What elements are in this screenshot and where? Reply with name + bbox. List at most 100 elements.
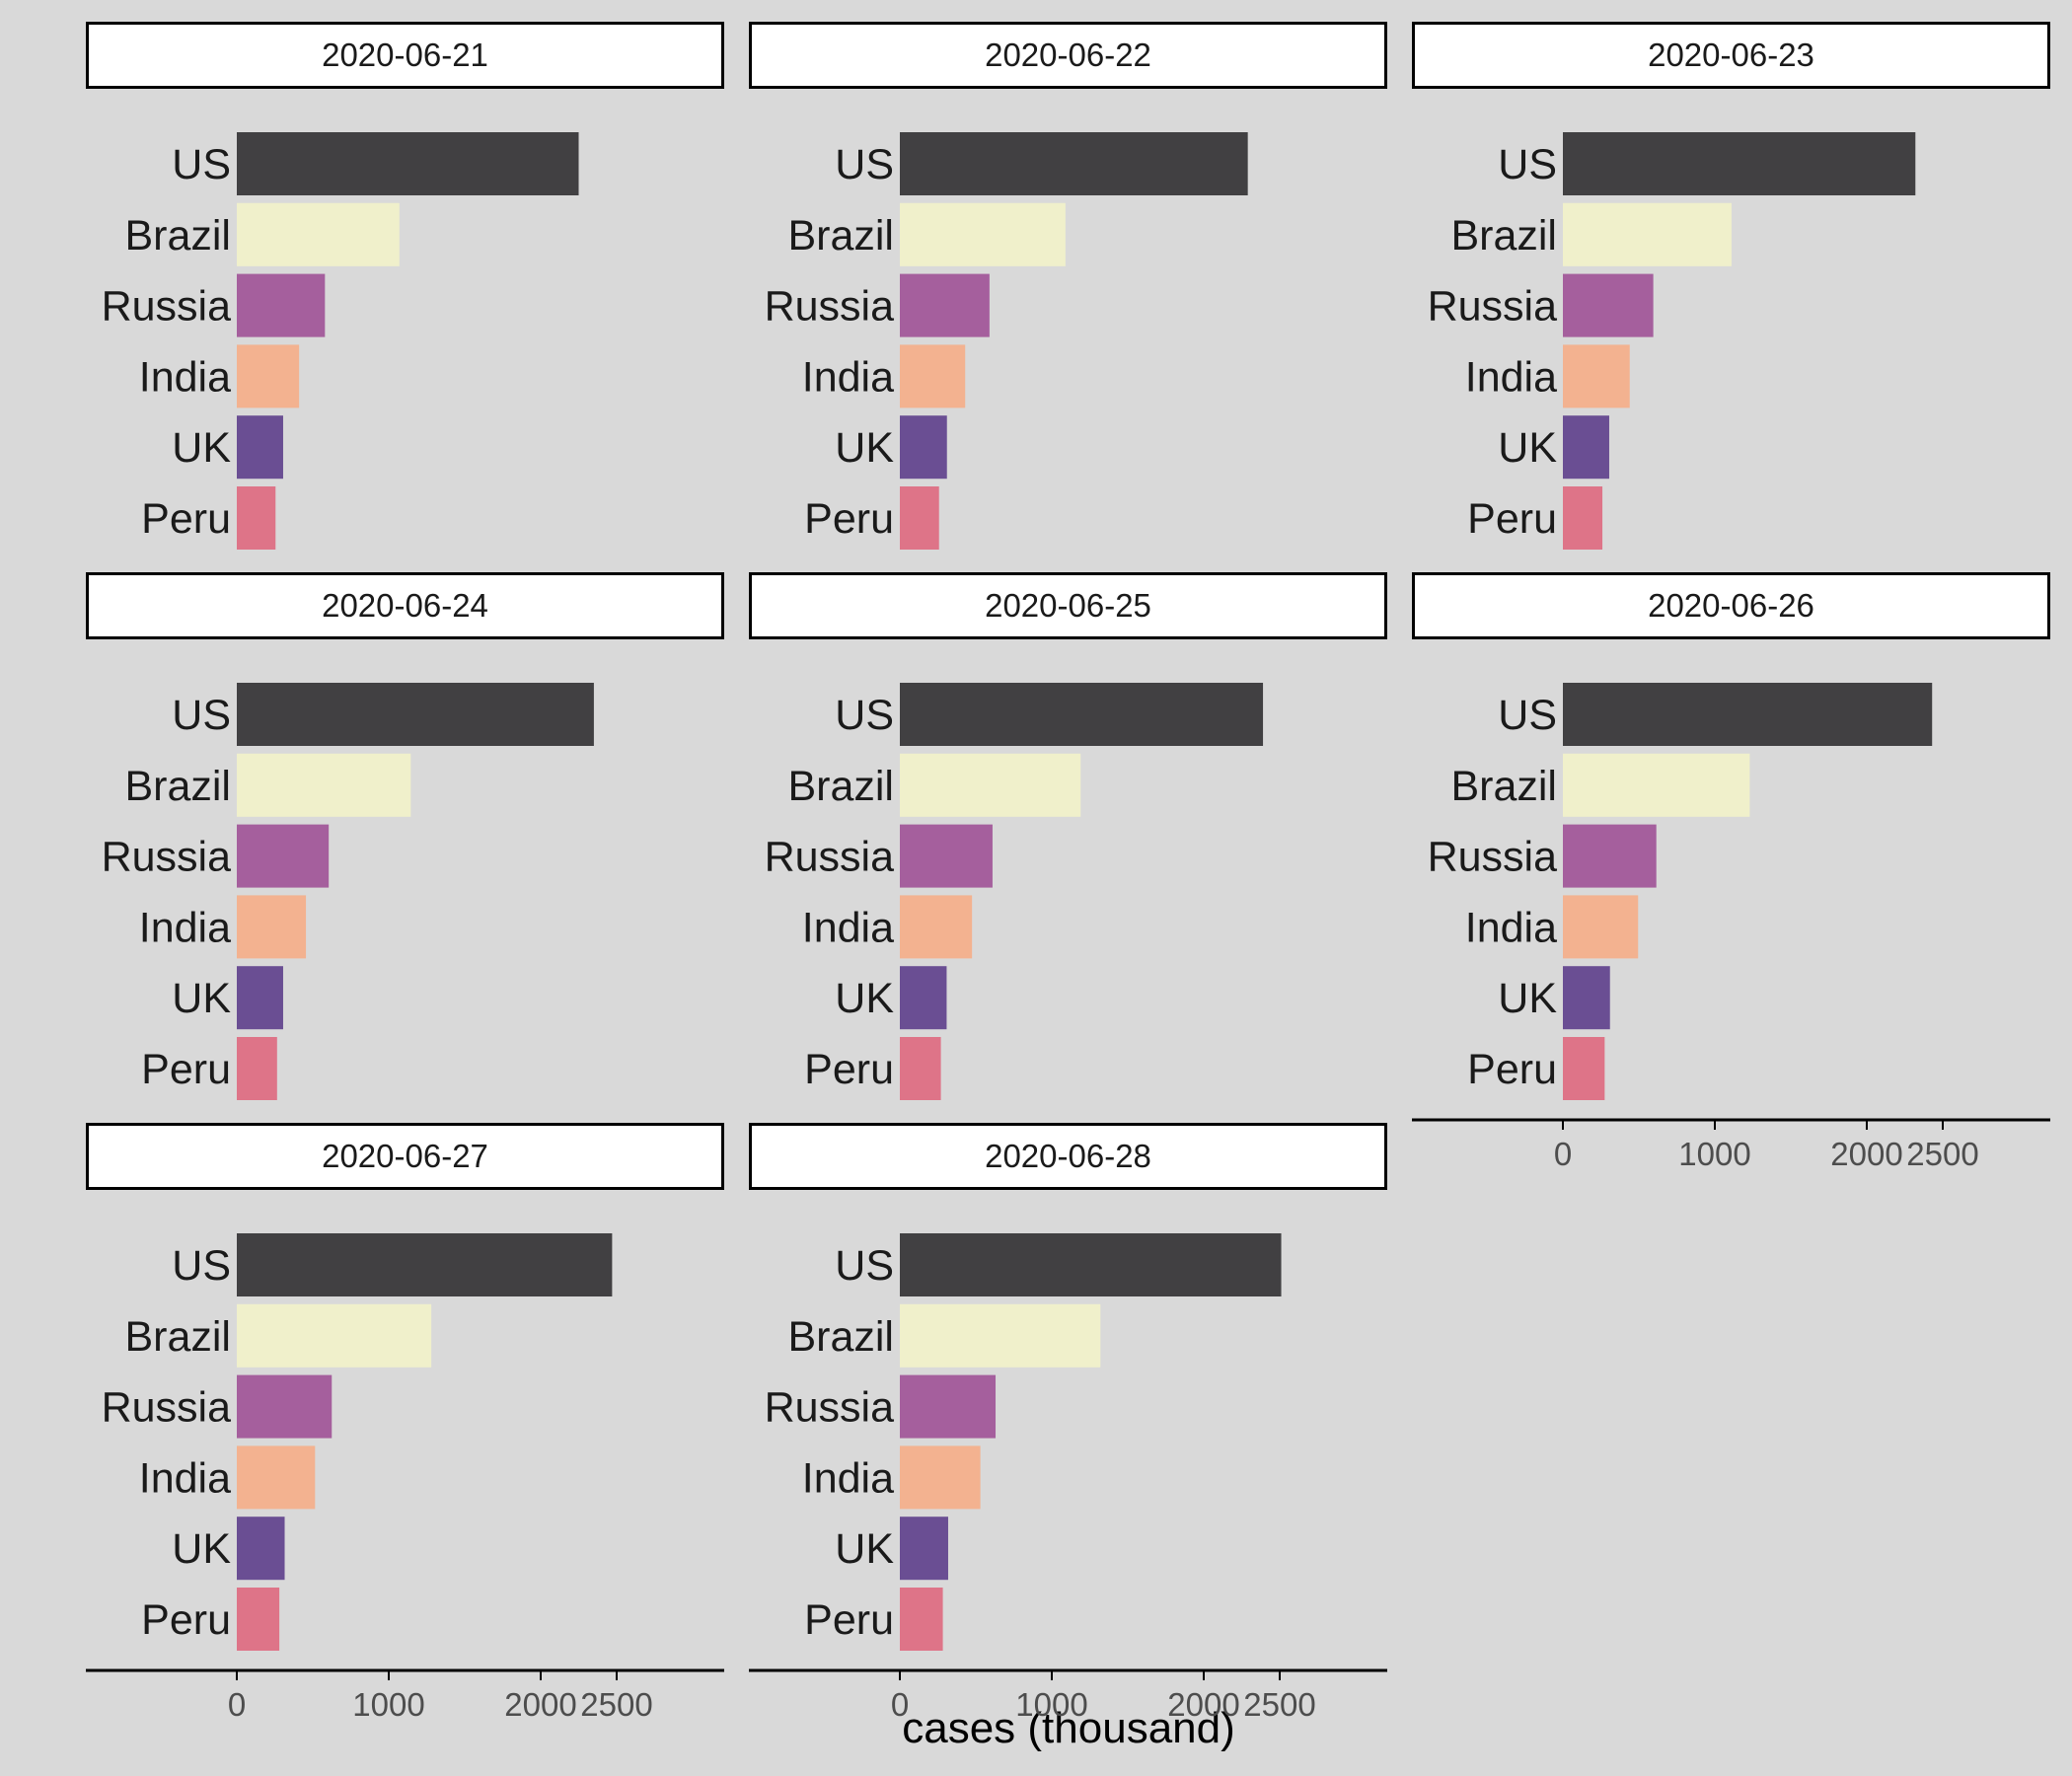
category-label-russia: Russia — [1428, 283, 1558, 331]
panel-2020-06-24: 2020-06-24 US Brazil Russia India UK Peru — [86, 572, 724, 1100]
category-label-brazil: Brazil — [124, 212, 231, 259]
category-label-india: India — [139, 904, 231, 951]
facet-strip — [749, 22, 1387, 89]
bar-peru — [237, 1588, 280, 1651]
facet-label: 2020-06-21 — [322, 37, 488, 73]
bar-uk — [237, 1517, 285, 1581]
bar-peru — [900, 1037, 941, 1100]
facet-label: 2020-06-27 — [322, 1138, 488, 1174]
bar-russia — [900, 824, 993, 888]
x-tick-label-0: 0 — [1554, 1136, 1572, 1172]
panel-2020-06-21: 2020-06-21 US Brazil Russia India UK Peru — [86, 22, 724, 550]
category-label-uk: UK — [835, 1525, 894, 1573]
category-label-uk: UK — [1498, 975, 1557, 1022]
panel-2020-06-22: 2020-06-22 US Brazil Russia India UK Peru — [749, 22, 1387, 550]
category-label-brazil: Brazil — [1450, 212, 1557, 259]
bar-us — [237, 1233, 613, 1296]
x-tick-label-2000: 2000 — [504, 1686, 576, 1723]
x-axis-title: cases (thousand) — [902, 1704, 1235, 1752]
x-tick-label-2000: 2000 — [1830, 1136, 1902, 1172]
category-label-peru: Peru — [141, 1596, 231, 1644]
category-label-peru: Peru — [804, 1596, 894, 1644]
bar-russia — [237, 273, 326, 337]
category-label-uk: UK — [1498, 424, 1557, 472]
category-label-russia: Russia — [102, 283, 232, 331]
bar-peru — [237, 486, 276, 550]
category-label-peru: Peru — [1467, 1046, 1557, 1093]
category-label-russia: Russia — [765, 283, 895, 331]
facet-strip — [1412, 22, 2050, 89]
bar-peru — [900, 486, 939, 550]
bar-india — [900, 1445, 981, 1510]
bar-us — [900, 132, 1248, 195]
x-tick-label-1000: 1000 — [1678, 1136, 1750, 1172]
panel-2020-06-23: 2020-06-23 US Brazil Russia India UK Peru — [1412, 22, 2050, 550]
bar-uk — [237, 966, 283, 1030]
bar-india — [1563, 344, 1630, 408]
category-label-india: India — [139, 1454, 231, 1502]
category-label-brazil: Brazil — [787, 763, 894, 810]
bar-russia — [237, 1374, 333, 1439]
category-label-india: India — [802, 353, 894, 401]
bar-peru — [1563, 486, 1603, 550]
bar-india — [900, 344, 966, 408]
bar-us — [900, 683, 1264, 746]
panel-2020-06-26: 2020-06-26 US Brazil Russia India UK Peru 0 1000… — [1412, 572, 2050, 1172]
bar-brazil — [237, 1303, 432, 1368]
category-label-peru: Peru — [804, 495, 894, 543]
bar-uk — [900, 1517, 948, 1581]
category-label-russia: Russia — [765, 1384, 895, 1432]
x-tick-label-2500: 2500 — [580, 1686, 652, 1723]
category-label-us: US — [172, 141, 231, 188]
x-tick-label-2500: 2500 — [1243, 1686, 1315, 1723]
facet-label: 2020-06-22 — [985, 37, 1151, 73]
category-label-brazil: Brazil — [124, 1313, 231, 1361]
facet-strip — [86, 1123, 724, 1190]
category-label-us: US — [835, 1242, 894, 1290]
bar-us — [1563, 683, 1933, 746]
category-label-us: US — [1498, 692, 1557, 739]
bar-brazil — [900, 753, 1081, 817]
category-label-uk: UK — [172, 975, 231, 1022]
bar-uk — [900, 966, 947, 1030]
x-tick-label-2000: 2000 — [1167, 1686, 1239, 1723]
x-tick-label-1000: 1000 — [352, 1686, 424, 1723]
bar-uk — [237, 415, 283, 480]
category-label-peru: Peru — [804, 1046, 894, 1093]
category-label-india: India — [139, 353, 231, 401]
panel-2020-06-25: 2020-06-25 US Brazil Russia India UK Peru — [749, 572, 1387, 1100]
bar-us — [237, 683, 594, 746]
bar-brazil — [237, 202, 400, 266]
facet-label: 2020-06-25 — [985, 587, 1151, 624]
category-label-us: US — [172, 692, 231, 739]
facet-strip — [749, 1123, 1387, 1190]
bar-brazil — [1563, 202, 1732, 266]
bar-brazil — [237, 753, 411, 817]
category-label-uk: UK — [172, 424, 231, 472]
category-label-india: India — [1465, 353, 1557, 401]
bar-india — [237, 895, 307, 959]
facet-label: 2020-06-23 — [1648, 37, 1814, 73]
panel-2020-06-27: 2020-06-27 US Brazil Russia India UK Peru 0 1000… — [86, 1123, 724, 1723]
bar-us — [237, 132, 579, 195]
category-label-us: US — [172, 1242, 231, 1290]
x-tick-label-0: 0 — [228, 1686, 246, 1723]
facet-strip — [1412, 572, 2050, 639]
category-label-us: US — [835, 692, 894, 739]
bar-uk — [900, 415, 947, 480]
bar-india — [1563, 895, 1639, 959]
x-tick-label-1000: 1000 — [1015, 1686, 1087, 1723]
category-label-russia: Russia — [102, 1384, 232, 1432]
category-label-brazil: Brazil — [787, 1313, 894, 1361]
bar-us — [1563, 132, 1916, 195]
category-label-brazil: Brazil — [787, 212, 894, 259]
category-label-uk: UK — [835, 975, 894, 1022]
bar-brazil — [1563, 753, 1750, 817]
bar-russia — [900, 1374, 997, 1439]
category-label-uk: UK — [172, 1525, 231, 1573]
category-label-us: US — [1498, 141, 1557, 188]
category-label-india: India — [802, 904, 894, 951]
bar-india — [237, 1445, 316, 1510]
category-label-uk: UK — [835, 424, 894, 472]
